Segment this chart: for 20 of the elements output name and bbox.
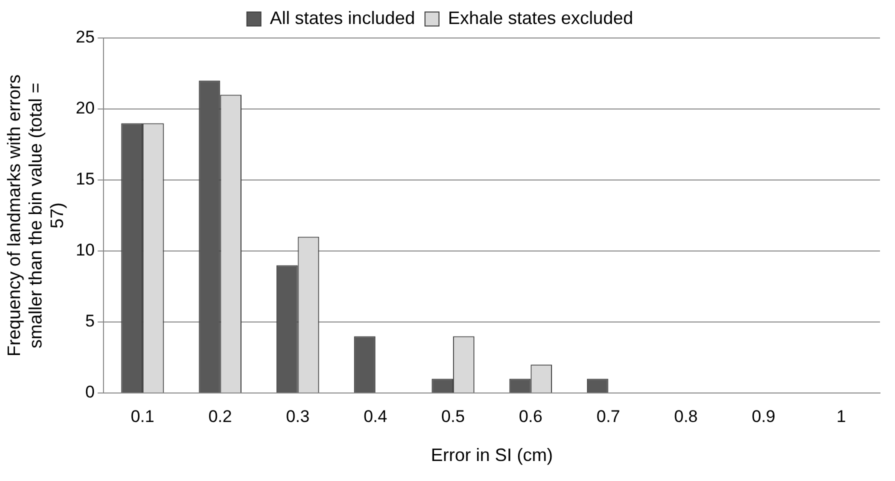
x-tick-label: 0.6 — [518, 406, 542, 426]
x-tick-label: 0.5 — [441, 406, 465, 426]
x-tick-label: 0.1 — [130, 406, 154, 426]
legend-label: Exhale states excluded — [448, 8, 634, 28]
x-tick-label: 0.7 — [596, 406, 620, 426]
y-tick-label: 10 — [76, 240, 95, 260]
x-tick-label: 1 — [836, 406, 846, 426]
y-axis-title: Frequency of landmarks with errors smaller than the bin value (total = 57) — [4, 74, 67, 357]
x-tick-label: 0.3 — [286, 406, 310, 426]
y-tick-label: 15 — [76, 170, 95, 189]
y-tick-label: 0 — [85, 382, 95, 402]
x-tick-label: 0.2 — [208, 406, 232, 426]
x-tick-label: 0.4 — [364, 406, 388, 426]
x-axis-title: Error in SI (cm) — [430, 445, 553, 466]
y-tick-label: 5 — [85, 312, 95, 331]
x-tick-label: 0.8 — [674, 406, 698, 426]
y-tick-label: 25 — [76, 28, 95, 47]
y-tick-label: 20 — [76, 98, 95, 118]
x-tick-label: 0.9 — [752, 406, 776, 426]
legend-label: All states included — [270, 8, 415, 28]
